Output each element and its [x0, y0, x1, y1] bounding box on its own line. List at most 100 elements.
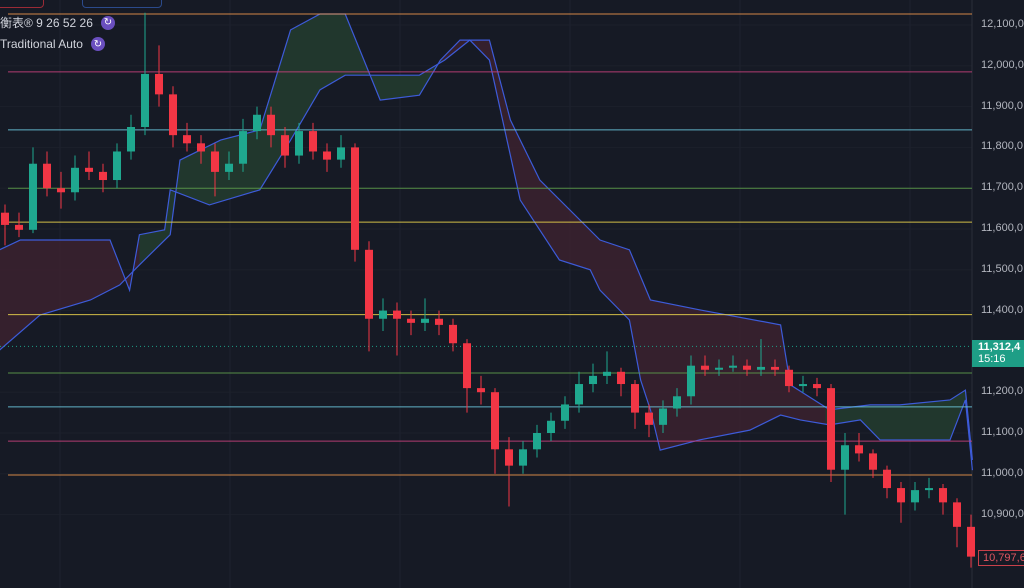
- candle: [393, 302, 401, 356]
- candle-body: [617, 371, 625, 385]
- candle-body: [435, 318, 443, 325]
- candle: [715, 359, 723, 376]
- candle-body: [589, 375, 597, 385]
- candle: [197, 135, 205, 164]
- candle: [869, 449, 877, 478]
- candle: [659, 400, 667, 433]
- candle-body: [883, 469, 891, 489]
- pivot-levels: [8, 13, 972, 476]
- candle-body: [197, 143, 205, 152]
- refresh-icon[interactable]: ↻: [100, 15, 115, 30]
- candle: [239, 118, 247, 172]
- candle: [799, 375, 807, 393]
- candle: [729, 355, 737, 372]
- indicator-button-red[interactable]: [0, 0, 44, 8]
- candle: [309, 122, 317, 160]
- cloud-span-b: [0, 39, 973, 471]
- candle: [771, 359, 779, 376]
- candle-body: [71, 167, 79, 193]
- candle-body: [533, 433, 541, 450]
- candle: [855, 433, 863, 462]
- candle: [967, 514, 975, 568]
- candle: [575, 371, 583, 413]
- candle-body: [43, 163, 51, 189]
- legend-pivots-label: Traditional Auto: [0, 37, 83, 51]
- candle-body: [561, 404, 569, 421]
- legend-ichimoku-label: 衡表® 9 26 52 26: [0, 16, 93, 30]
- candle-body: [295, 131, 303, 156]
- candle: [365, 241, 373, 352]
- bar-countdown: 15:16: [978, 353, 1006, 365]
- candle: [113, 143, 121, 189]
- candle: [57, 171, 65, 209]
- candle: [561, 396, 569, 429]
- candle: [701, 355, 709, 376]
- candle: [421, 298, 429, 331]
- candle-body: [925, 488, 933, 491]
- candle-body: [29, 163, 37, 230]
- candle: [883, 465, 891, 499]
- indicator-button-blue[interactable]: [82, 0, 162, 8]
- candle: [785, 365, 793, 393]
- candle: [631, 379, 639, 429]
- candle: [603, 351, 611, 385]
- legend-ichimoku[interactable]: 衡表® 9 26 52 26 ↻: [0, 14, 115, 31]
- candle: [267, 106, 275, 148]
- candle: [827, 384, 835, 482]
- candle-body: [701, 365, 709, 370]
- candle: [519, 441, 527, 474]
- candle: [281, 127, 289, 168]
- candle-body: [827, 388, 835, 470]
- candle: [169, 86, 177, 148]
- candle-body: [715, 367, 723, 370]
- candle: [841, 433, 849, 515]
- price-axis-label: 11,800,0: [981, 140, 1024, 153]
- candle: [99, 163, 107, 193]
- candle-body: [281, 135, 289, 156]
- candle-body: [155, 73, 163, 95]
- candle-body: [729, 365, 737, 368]
- current-price-tag: 11,312,4 15:16: [972, 340, 1024, 367]
- candle-body: [309, 131, 317, 152]
- candle-body: [449, 324, 457, 344]
- candle: [813, 377, 821, 397]
- candle-body: [477, 388, 485, 393]
- candle-body: [211, 151, 219, 172]
- candle-body: [323, 151, 331, 160]
- candle-body: [183, 135, 191, 144]
- candle-body: [463, 343, 471, 389]
- candle: [295, 122, 303, 164]
- candle-body: [505, 449, 513, 466]
- candle: [211, 143, 219, 197]
- candle-body: [645, 412, 653, 425]
- candle-body: [393, 310, 401, 319]
- candle-body: [967, 526, 975, 557]
- candle-body: [365, 249, 373, 319]
- candle-body: [869, 453, 877, 470]
- candle: [953, 498, 961, 548]
- candle-body: [771, 366, 779, 370]
- candle: [43, 151, 51, 197]
- candle: [337, 135, 345, 168]
- candle-body: [421, 318, 429, 323]
- candle-body: [939, 488, 947, 503]
- candle-body: [113, 151, 121, 181]
- candle-body: [659, 408, 667, 425]
- candle-body: [15, 224, 23, 230]
- candle: [253, 106, 261, 140]
- candle-body: [547, 420, 555, 433]
- candle: [925, 477, 933, 499]
- price-axis-label: 11,500,0: [981, 262, 1024, 275]
- candle-body: [253, 114, 261, 132]
- candles: [1, 12, 975, 568]
- candle: [141, 12, 149, 136]
- candle-body: [743, 365, 751, 370]
- candle-body: [953, 502, 961, 527]
- price-axis-label: 12,100,0: [981, 18, 1024, 30]
- refresh-icon[interactable]: ↻: [90, 37, 105, 51]
- price-axis-label: 11,900,0: [981, 99, 1024, 112]
- candle: [435, 310, 443, 336]
- legend-pivots[interactable]: Traditional Auto ↻: [0, 37, 105, 51]
- candle-body: [491, 392, 499, 450]
